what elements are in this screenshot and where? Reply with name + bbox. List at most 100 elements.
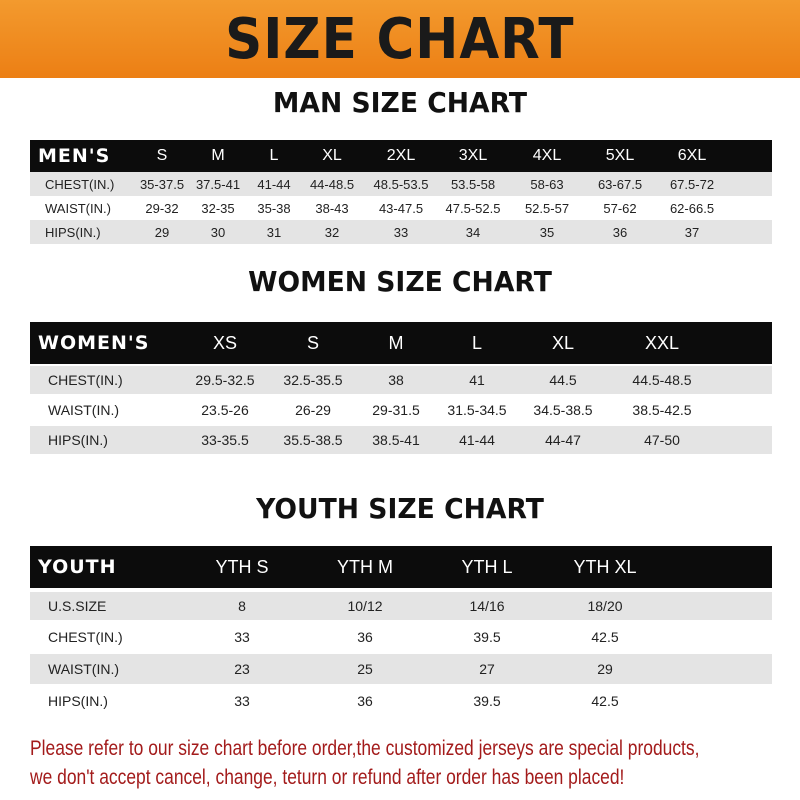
- row-label: WAIST(IN.): [48, 661, 120, 677]
- table-cell: 37: [684, 224, 700, 240]
- table-cell: 29-31.5: [372, 402, 420, 418]
- size-header: 3XL: [458, 147, 488, 164]
- size-header: YTH L: [461, 556, 513, 577]
- youth-label: YOUTH: [38, 556, 117, 578]
- row-label: WAIST(IN.): [48, 402, 120, 418]
- row-label: CHEST(IN.): [45, 176, 115, 192]
- women-label: WOMEN'S: [38, 332, 150, 354]
- table-cell: 31.5-34.5: [447, 402, 507, 418]
- size-header: M: [211, 147, 225, 164]
- table-cell: 52.5-57: [524, 200, 570, 216]
- size-header: 2XL: [386, 147, 416, 164]
- table-cell: 14/16: [469, 598, 505, 614]
- banner-title: SIZE CHART: [225, 6, 575, 72]
- table-cell: 42.5: [591, 629, 619, 645]
- size-header: L: [471, 332, 483, 353]
- table-cell: 38-43: [315, 200, 349, 216]
- table-cell: 42.5: [591, 693, 619, 709]
- row-label: WAIST(IN.): [45, 200, 111, 216]
- table-cell: 38.5-42.5: [632, 402, 692, 418]
- table-cell: 23.5-26: [201, 402, 249, 418]
- men-label: MEN'S: [38, 145, 111, 167]
- table-cell: 41-44: [459, 432, 495, 448]
- men-chart-title: MAN SIZE CHART: [272, 86, 528, 119]
- table-cell: 44-48.5: [309, 176, 355, 192]
- size-header: XL: [322, 147, 342, 164]
- men-header-row: MEN'S S M L XL 2XL 3XL 4XL 5XL 6XL: [30, 140, 772, 172]
- table-row: U.S.SIZE 8 10/12 14/16 18/20: [30, 592, 772, 620]
- size-header: 6XL: [677, 147, 707, 164]
- table-cell: 26-29: [295, 402, 331, 418]
- table-cell: 18/20: [587, 598, 623, 614]
- table-row: HIPS(IN.) 29 30 31 32 33 34 35 36 37: [30, 220, 772, 244]
- table-cell: 29.5-32.5: [195, 372, 255, 388]
- women-chart-title: WOMEN SIZE CHART: [248, 265, 552, 298]
- table-cell: 38: [388, 372, 404, 388]
- youth-header-row: YOUTH YTH S YTH M YTH L YTH XL: [30, 546, 772, 588]
- table-cell: 33: [393, 224, 409, 240]
- table-row: WAIST(IN.) 29-32 32-35 35-38 38-43 43-47.5 47.…: [30, 196, 772, 220]
- table-cell: 8: [238, 598, 246, 614]
- size-header: S: [156, 147, 168, 164]
- row-label: CHEST(IN.): [48, 629, 123, 645]
- table-row: WAIST(IN.) 23 25 27 29: [30, 654, 772, 684]
- table-row: HIPS(IN.) 33-35.5 35.5-38.5 38.5-41 41-44 44-…: [30, 426, 772, 454]
- table-cell: 35: [539, 224, 555, 240]
- row-label: HIPS(IN.): [48, 693, 108, 709]
- table-cell: 36: [357, 693, 373, 709]
- table-cell: 35-37.5: [139, 176, 185, 192]
- table-cell: 44.5: [549, 372, 577, 388]
- table-cell: 29: [597, 661, 613, 677]
- table-cell: 34.5-38.5: [533, 402, 593, 418]
- table-cell: 67.5-72: [669, 176, 715, 192]
- table-cell: 29-32: [145, 200, 179, 216]
- table-cell: 41: [469, 372, 485, 388]
- table-cell: 39.5: [473, 629, 501, 645]
- row-label: CHEST(IN.): [48, 372, 123, 388]
- table-cell: 53.5-58: [450, 176, 496, 192]
- table-row: WAIST(IN.) 23.5-26 26-29 29-31.5 31.5-34.5 34…: [30, 396, 772, 424]
- table-cell: 63-67.5: [597, 176, 643, 192]
- table-cell: 35-38: [257, 200, 291, 216]
- table-cell: 25: [357, 661, 373, 677]
- table-cell: 32: [324, 224, 340, 240]
- size-header: M: [388, 332, 404, 353]
- table-cell: 36: [357, 629, 373, 645]
- table-cell: 30: [210, 224, 226, 240]
- table-cell: 33: [234, 629, 250, 645]
- table-row: CHEST(IN.) 35-37.5 37.5-41 41-44 44-48.5 48.5…: [30, 172, 772, 196]
- table-cell: 32.5-35.5: [283, 372, 343, 388]
- table-row: HIPS(IN.) 33 36 39.5 42.5: [30, 686, 772, 716]
- row-label: U.S.SIZE: [48, 598, 107, 614]
- table-cell: 41-44: [257, 176, 291, 192]
- order-notice-line-2: we don't accept cancel, change, teturn o…: [30, 766, 625, 789]
- table-cell: 48.5-53.5: [373, 176, 429, 192]
- size-header: YTH M: [337, 556, 393, 577]
- table-cell: 31: [266, 224, 282, 240]
- order-notice-line-1: Please refer to our size chart before or…: [30, 737, 700, 760]
- table-cell: 47.5-52.5: [445, 200, 501, 216]
- row-label: HIPS(IN.): [48, 432, 108, 448]
- size-header: L: [269, 147, 279, 164]
- table-cell: 39.5: [473, 693, 501, 709]
- row-label: HIPS(IN.): [45, 224, 101, 240]
- table-cell: 43-47.5: [378, 200, 424, 216]
- table-cell: 23: [234, 661, 250, 677]
- table-cell: 27: [479, 661, 495, 677]
- table-cell: 57-62: [603, 200, 637, 216]
- size-chart-banner: SIZE CHART: [0, 0, 800, 78]
- table-cell: 32-35: [201, 200, 235, 216]
- size-header: YTH S: [215, 556, 269, 577]
- size-header: 4XL: [532, 147, 562, 164]
- size-header: XXL: [644, 332, 680, 353]
- table-cell: 35.5-38.5: [283, 432, 343, 448]
- table-cell: 44-47: [545, 432, 581, 448]
- size-header: XS: [212, 332, 238, 353]
- table-cell: 10/12: [347, 598, 383, 614]
- table-cell: 38.5-41: [372, 432, 420, 448]
- table-cell: 58-63: [530, 176, 564, 192]
- order-notice: Please refer to our size chart before or…: [30, 734, 777, 792]
- table-row: CHEST(IN.) 33 36 39.5 42.5: [30, 622, 772, 652]
- table-cell: 37.5-41: [195, 176, 241, 192]
- table-cell: 34: [465, 224, 481, 240]
